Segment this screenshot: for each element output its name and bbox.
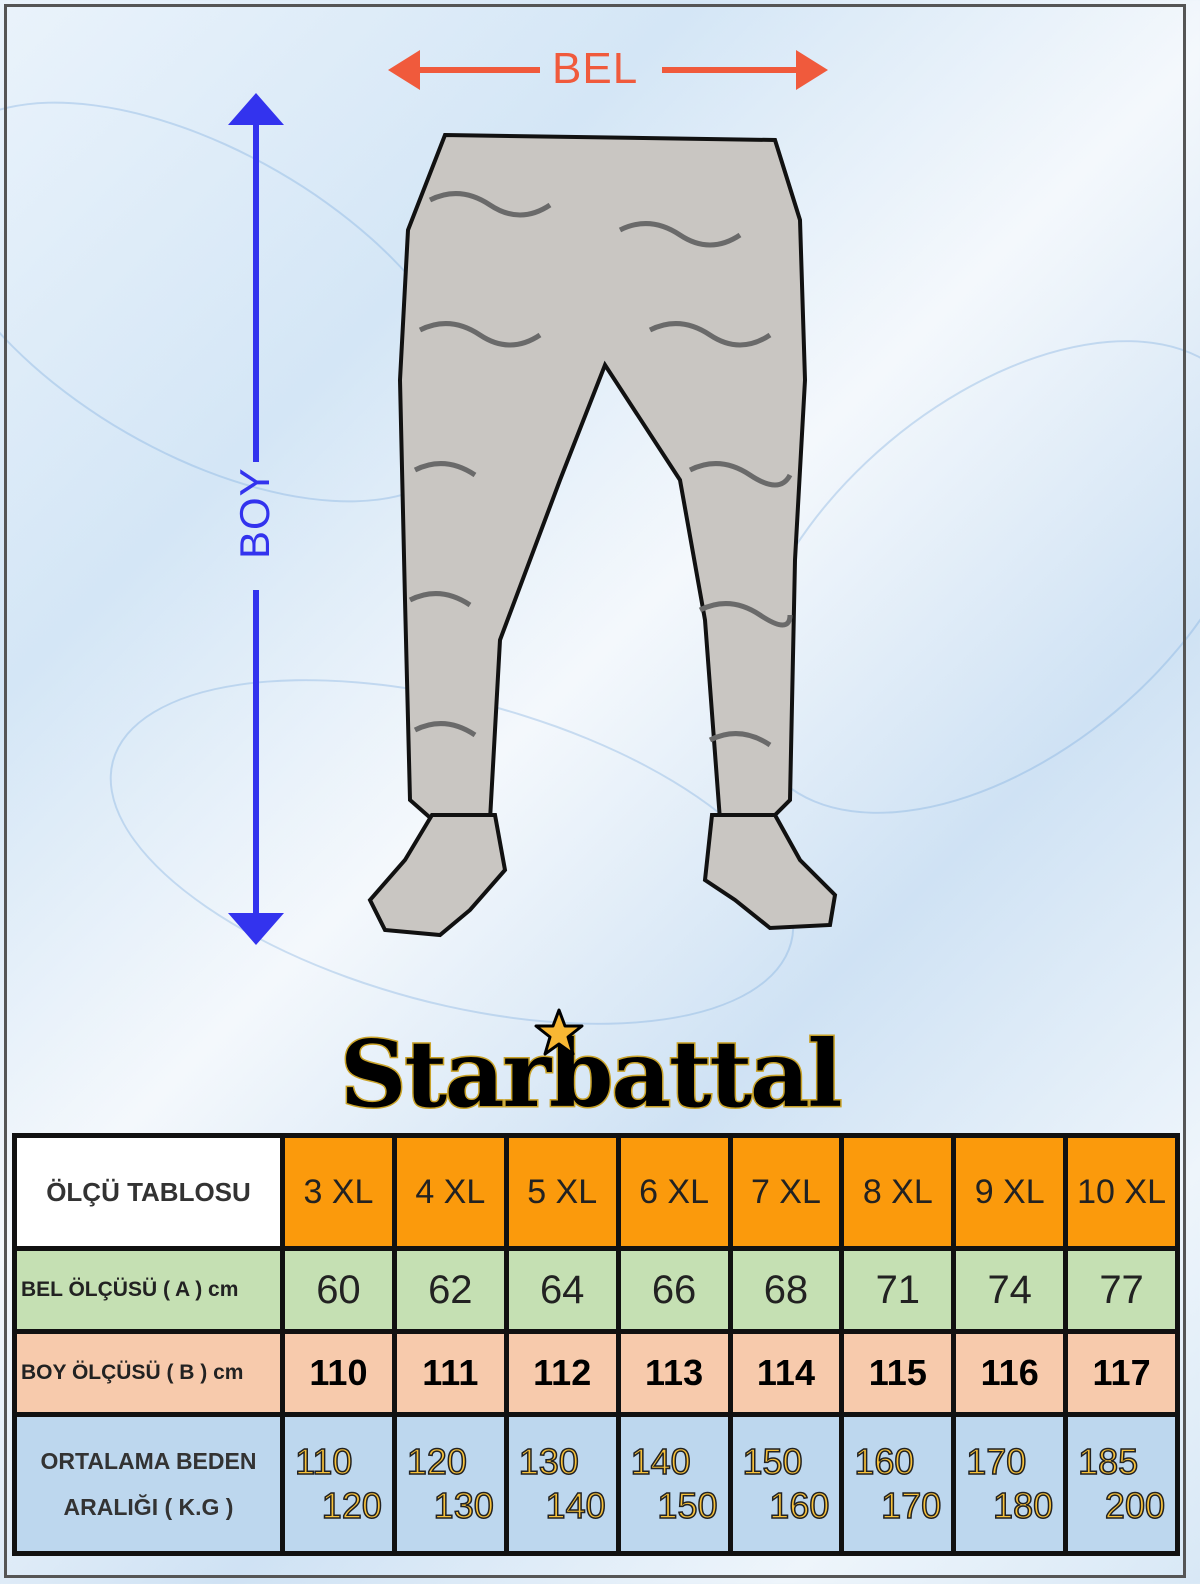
size-header: 9 XL (956, 1138, 1064, 1246)
range-min: 110 (294, 1440, 353, 1483)
range-max: 180 (992, 1484, 1054, 1527)
size-header: 8 XL (844, 1138, 952, 1246)
range-max: 120 (321, 1484, 383, 1527)
range-max: 200 (1104, 1484, 1166, 1527)
range-max: 170 (880, 1484, 942, 1527)
waist-arrow (388, 50, 828, 90)
cell: 140 150 (620, 1417, 728, 1551)
cell: 66 (620, 1251, 728, 1329)
range-max: 150 (657, 1484, 719, 1527)
table-row-weight: ORTALAMA BEDEN ARALIĞI ( K.G ) 110 120 120… (17, 1417, 1175, 1551)
range-max: 130 (433, 1484, 495, 1527)
cell: 116 (956, 1334, 1064, 1412)
cell: 64 (508, 1251, 616, 1329)
cell: 130 140 (508, 1417, 616, 1551)
range-max: 140 (545, 1484, 607, 1527)
cell: 74 (956, 1251, 1064, 1329)
row-label-line: ARALIĞI ( K.G ) (63, 1494, 234, 1520)
cell: 111 (396, 1334, 504, 1412)
star-icon (534, 1008, 584, 1056)
cell: 112 (508, 1334, 616, 1412)
range-min: 130 (518, 1440, 580, 1483)
cell: 170 180 (956, 1417, 1064, 1551)
length-arrow (228, 93, 284, 945)
cell: 185 200 (1068, 1417, 1175, 1551)
cell: 150 160 (732, 1417, 840, 1551)
range-min: 185 (1077, 1440, 1139, 1483)
cell: 110 120 (285, 1417, 392, 1551)
waist-label: BEL (552, 44, 639, 93)
size-header: 6 XL (620, 1138, 728, 1246)
size-header: 7 XL (732, 1138, 840, 1246)
cell: 68 (732, 1251, 840, 1329)
size-header: 3 XL (285, 1138, 392, 1246)
image-frame (4, 4, 1186, 1578)
table-row-waist: BEL ÖLÇÜSÜ ( A ) cm 60 62 64 66 68 71 74… (17, 1251, 1175, 1329)
cell: 160 170 (844, 1417, 952, 1551)
row-label: ORTALAMA BEDEN ARALIĞI ( K.G ) (17, 1417, 280, 1551)
row-label: BOY ÖLÇÜSÜ ( B ) cm (17, 1334, 280, 1412)
measure-diagram (228, 50, 838, 945)
cell: 114 (732, 1334, 840, 1412)
size-header: 5 XL (508, 1138, 616, 1246)
size-header: 10 XL (1068, 1138, 1175, 1246)
range-min: 150 (742, 1440, 804, 1483)
cell: 110 (285, 1334, 392, 1412)
cell: 113 (620, 1334, 728, 1412)
brand-logo: Starbattal (339, 1020, 845, 1128)
range-min: 160 (854, 1440, 916, 1483)
cell: 77 (1068, 1251, 1175, 1329)
pants-illustration (367, 132, 838, 938)
cell: 60 (285, 1251, 392, 1329)
size-chart-table: ÖLÇÜ TABLOSU 3 XL 4 XL 5 XL 6 XL 7 XL 8 … (12, 1133, 1180, 1556)
length-label: BOY (231, 467, 278, 559)
cell: 117 (1068, 1334, 1175, 1412)
range-min: 170 (966, 1440, 1028, 1483)
cell: 71 (844, 1251, 952, 1329)
cell: 62 (396, 1251, 504, 1329)
range-min: 120 (406, 1440, 468, 1483)
row-label: BEL ÖLÇÜSÜ ( A ) cm (17, 1251, 280, 1329)
row-label-line: ORTALAMA BEDEN (40, 1448, 257, 1474)
size-header: 4 XL (396, 1138, 504, 1246)
table-header-row: ÖLÇÜ TABLOSU 3 XL 4 XL 5 XL 6 XL 7 XL 8 … (17, 1138, 1175, 1246)
range-min: 140 (630, 1440, 692, 1483)
range-max: 160 (769, 1484, 831, 1527)
table-row-length: BOY ÖLÇÜSÜ ( B ) cm 110 111 112 113 114 … (17, 1334, 1175, 1412)
cell: 115 (844, 1334, 952, 1412)
cell: 120 130 (396, 1417, 504, 1551)
table-title: ÖLÇÜ TABLOSU (17, 1138, 280, 1246)
